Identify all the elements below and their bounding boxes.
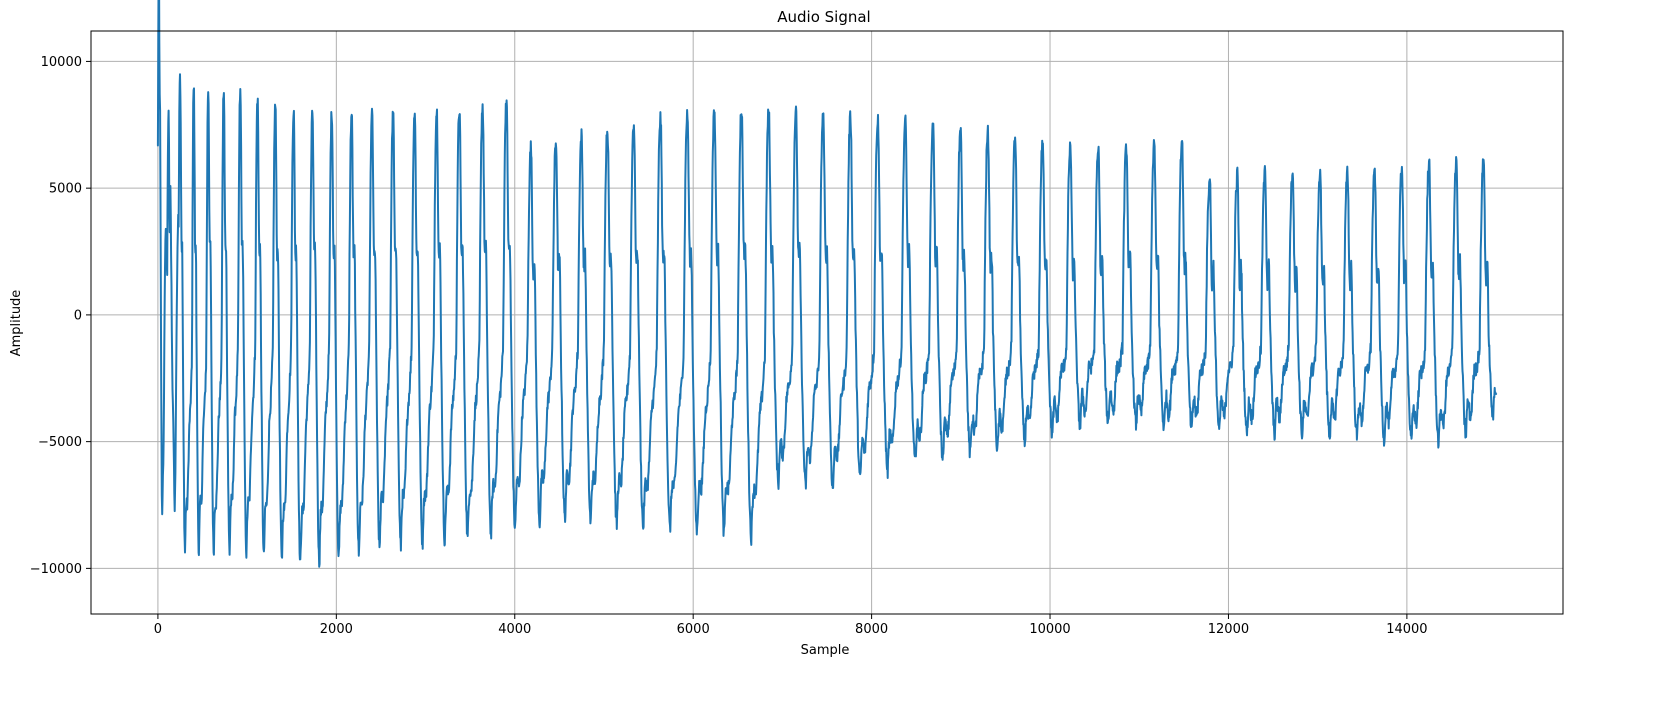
x-tick-label: 10000 xyxy=(1029,622,1070,637)
x-axis: 0 2000 4000 6000 8000 10000 12000 14000 xyxy=(154,614,1428,637)
chart-title: Audio Signal xyxy=(777,8,870,26)
x-tick-label: 6000 xyxy=(677,622,710,637)
x-tick-label: 12000 xyxy=(1208,622,1249,637)
y-tick-label: −10000 xyxy=(30,562,82,577)
y-tick-label: 10000 xyxy=(41,55,82,70)
x-tick-label: 4000 xyxy=(498,622,531,637)
x-axis-label: Sample xyxy=(801,643,850,658)
x-tick-label: 8000 xyxy=(855,622,888,637)
y-axis: −10000 −5000 0 5000 10000 xyxy=(30,55,91,577)
x-tick-label: 14000 xyxy=(1386,622,1427,637)
y-tick-label: −5000 xyxy=(38,435,82,450)
series-group xyxy=(156,0,1498,568)
x-tick-label: 2000 xyxy=(320,622,353,637)
series-line xyxy=(156,0,1498,568)
y-tick-label: 5000 xyxy=(49,182,82,197)
y-axis-label: Amplitude xyxy=(9,290,24,357)
plot-frame xyxy=(90,30,1564,615)
x-tick-label: 0 xyxy=(154,622,162,637)
y-tick-label: 0 xyxy=(74,308,82,323)
